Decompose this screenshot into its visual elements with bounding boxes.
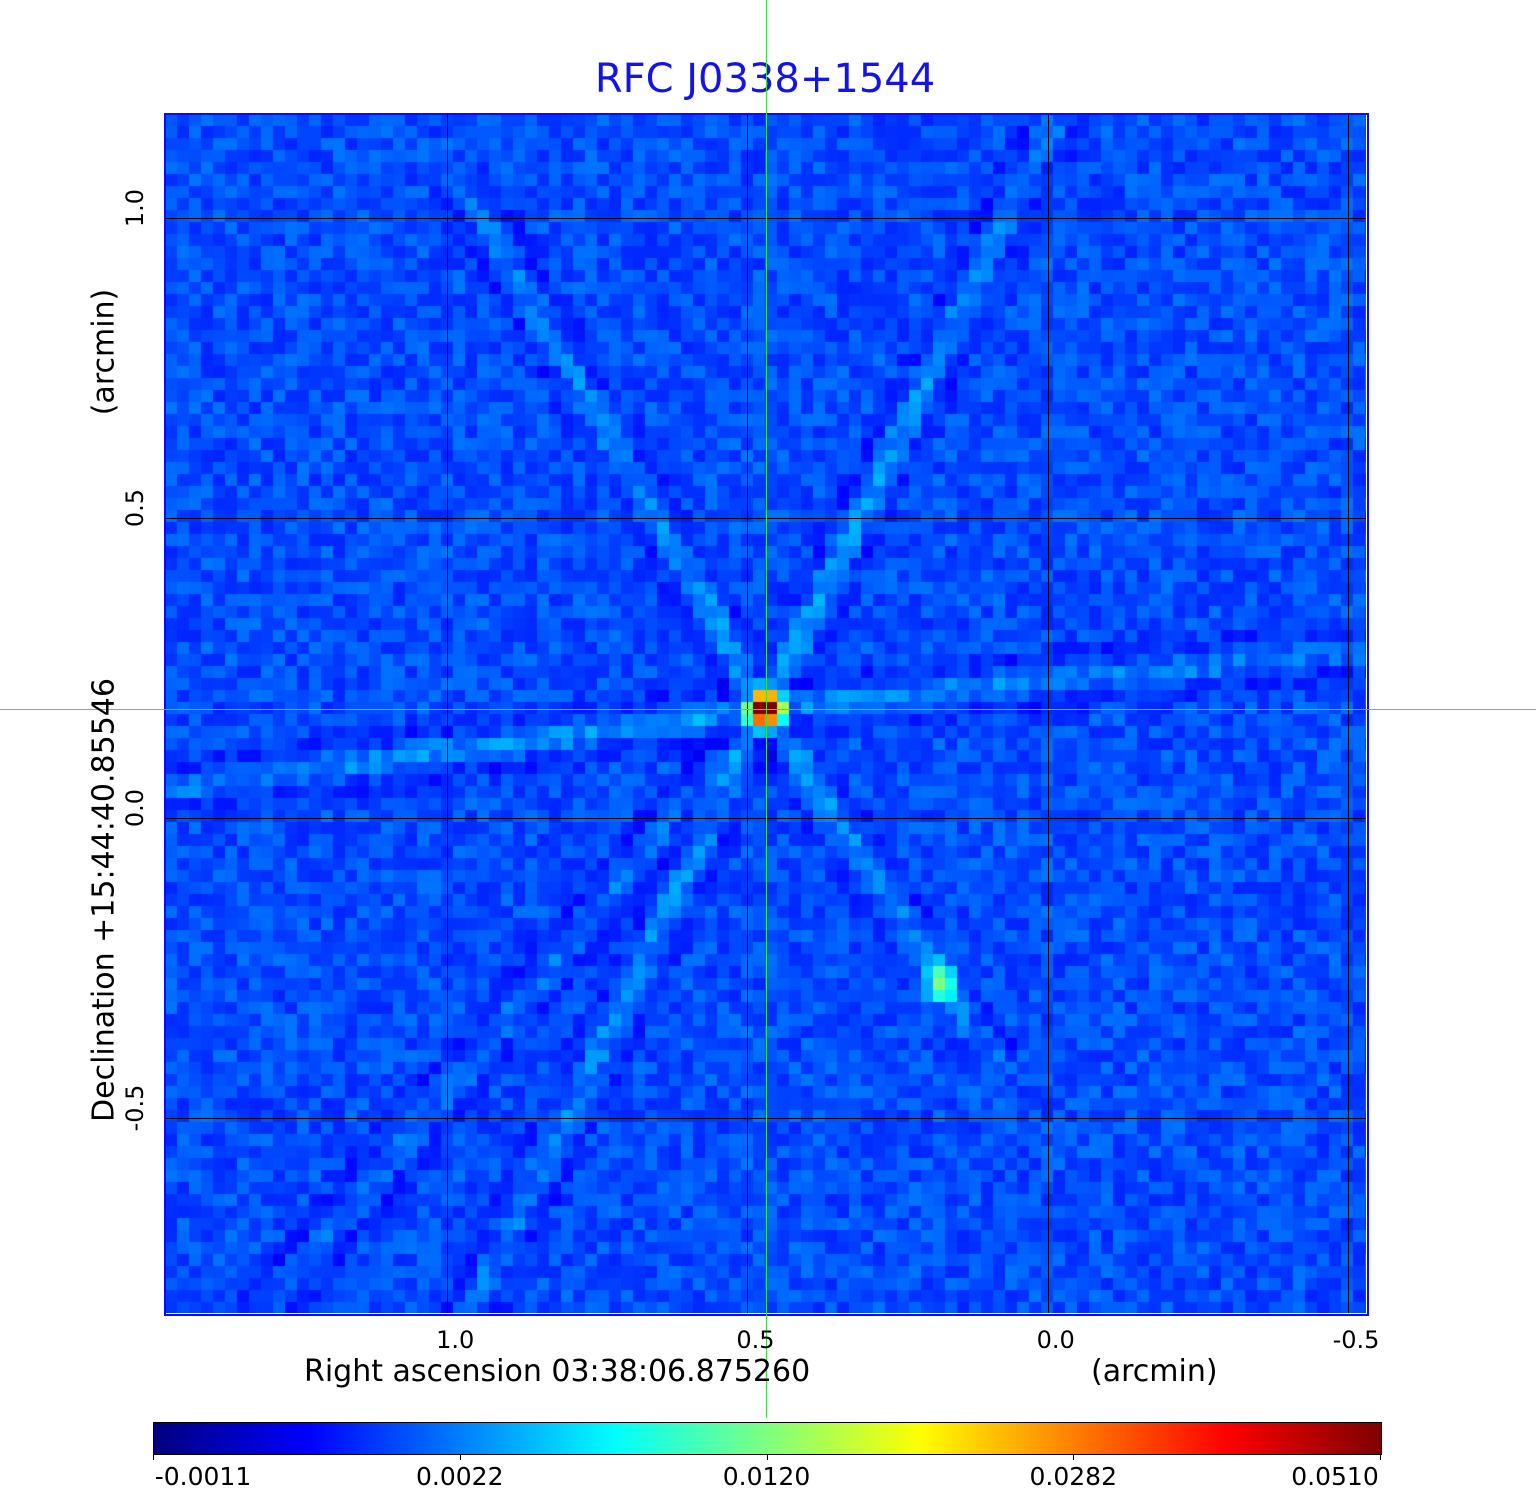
colorbar — [153, 1422, 1382, 1455]
chart-title: RFC J0338+1544 — [594, 56, 936, 102]
grid-line-y — [165, 517, 1366, 519]
colorbar-tick-label: 0.0282 — [1029, 1462, 1117, 1491]
y-tick-label: 0.5 — [121, 488, 149, 527]
y-axis-unit: (arcmin) — [86, 288, 122, 416]
grid-line-x — [747, 114, 749, 1313]
x-tick-label: -0.5 — [1332, 1326, 1380, 1354]
x-tick-label: 0.5 — [736, 1326, 775, 1354]
colorbar-tick — [153, 1454, 154, 1460]
colorbar-tick-label: 0.0120 — [722, 1462, 811, 1491]
grid-line-x — [447, 114, 449, 1313]
crosshair-horizontal — [0, 709, 1536, 710]
grid-line-y — [165, 1117, 1366, 1119]
grid-line-x — [1347, 114, 1349, 1313]
colorbar-tick — [766, 1454, 768, 1460]
grid-line-y — [165, 217, 1366, 219]
grid-line-y — [165, 817, 1366, 819]
y-tick-label: 0.0 — [121, 788, 149, 827]
y-tick-label: 1.0 — [121, 188, 149, 227]
colorbar-tick-label: 0.0510 — [1291, 1462, 1379, 1491]
colorbar-tick — [459, 1454, 461, 1460]
colorbar-tick — [1073, 1454, 1075, 1460]
grid-line-x — [1047, 114, 1049, 1313]
x-tick-label: 0.0 — [1036, 1326, 1075, 1354]
y-axis-label: Declination +15:44:40.85546 — [86, 678, 122, 1122]
colorbar-tick-label: -0.0011 — [154, 1462, 252, 1491]
x-tick-label: 1.0 — [436, 1326, 475, 1354]
x-axis-unit: (arcmin) — [1091, 1354, 1218, 1389]
y-tick-label: -0.5 — [121, 1084, 149, 1132]
colorbar-tick — [1380, 1454, 1381, 1460]
heatmap-image[interactable] — [165, 114, 1366, 1313]
x-axis-label: Right ascension 03:38:06.875260 — [304, 1354, 811, 1389]
colorbar-tick-label: 0.0022 — [416, 1462, 504, 1491]
